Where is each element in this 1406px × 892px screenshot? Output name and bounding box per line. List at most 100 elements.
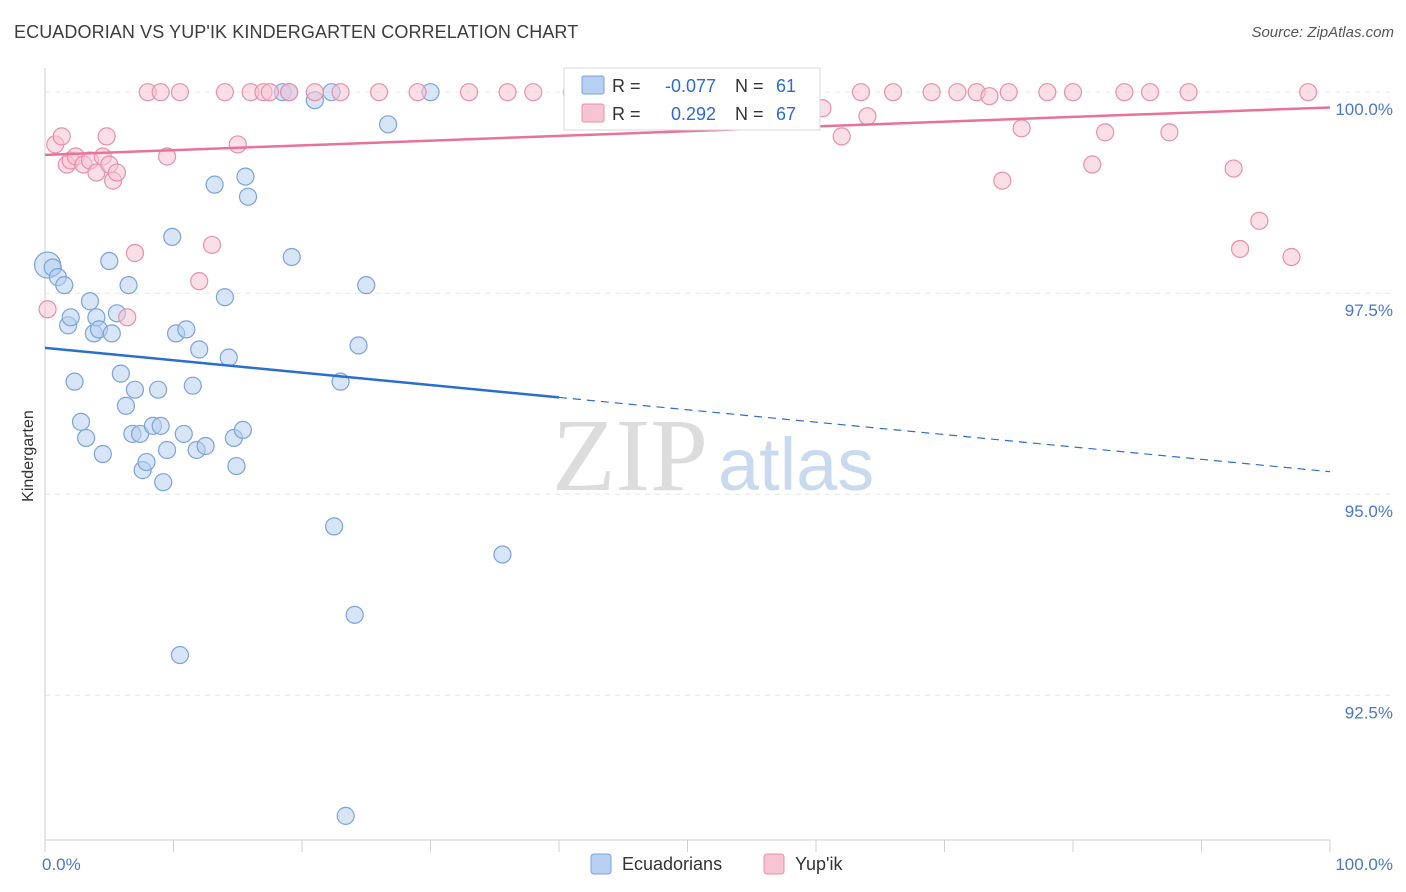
legend-n-value-2: 67 — [776, 104, 796, 124]
ecuadorians-point-54 — [336, 806, 355, 825]
y-tick-label-2: 97.5% — [1345, 301, 1393, 320]
ecuadorians-point-49 — [282, 247, 301, 267]
yupik-point-51 — [993, 171, 1012, 190]
series-legend: Ecuadorians Yup'ik — [590, 853, 843, 875]
yupik-point-29 — [331, 83, 350, 102]
yupik-point-46 — [883, 83, 903, 102]
ecuadorians-point-21 — [125, 380, 145, 399]
y-axis-label: Kindergarten — [20, 410, 37, 502]
yupik-point-34 — [524, 83, 543, 102]
legend-n-label-1: N = — [735, 76, 764, 96]
yupik-point-10 — [97, 127, 116, 146]
ecuadorians-point-24 — [137, 452, 156, 472]
ecuadorians-point-56 — [349, 336, 368, 355]
ecuadorians-point-27 — [151, 416, 170, 435]
ecuadorians-point-44 — [233, 420, 252, 439]
yupik-point-58 — [1115, 83, 1134, 102]
yupik-point-65 — [1282, 247, 1301, 267]
yupik-point-28 — [305, 83, 324, 102]
ecuadorians-point-3 — [55, 276, 74, 295]
ecuadorians-point-9 — [80, 292, 100, 311]
yupik-point-47 — [922, 83, 941, 102]
ecuadorians-point-30 — [163, 227, 182, 247]
yupik-point-60 — [1160, 123, 1179, 142]
yupik-point-8 — [87, 163, 106, 182]
trend-lines — [44, 106, 1331, 473]
legend-swatch-yupik — [581, 103, 605, 123]
yupik-point-18 — [157, 147, 177, 166]
ecuadorians-point-58 — [378, 115, 398, 134]
ecuadorians-point-39 — [205, 175, 224, 194]
yupik-point-57 — [1096, 123, 1115, 142]
yupik-point-17 — [151, 83, 170, 102]
yupik-point-66 — [1299, 83, 1318, 102]
yupik-point-22 — [215, 83, 234, 102]
legend-r-value-2: 0.292 — [671, 104, 716, 124]
y-tick-label-1: 95.0% — [1345, 502, 1393, 521]
ecuadorians-point-29 — [157, 440, 177, 460]
legend-r-label-2: R = — [612, 104, 641, 124]
ecuadorians-point-34 — [177, 320, 196, 339]
series-label-yupik: Yup'ik — [795, 854, 843, 874]
yupik-point-19 — [170, 83, 190, 102]
yupik-point-14 — [118, 308, 137, 327]
legend-swatch-ecuadorians — [581, 75, 605, 95]
ecuadorians-point-8 — [77, 428, 96, 448]
ecuadorians-point-52 — [325, 517, 344, 536]
yupik-point-33 — [498, 83, 517, 102]
ecuadorians-point-33 — [174, 424, 193, 444]
ecuadorians-point-46 — [238, 187, 258, 206]
y-tick-labels: 92.5% 95.0% 97.5% 100.0% — [1335, 100, 1393, 722]
yupik-point-50 — [980, 87, 999, 106]
yupik-point-48 — [948, 83, 967, 102]
yupik-trend-line — [44, 106, 1331, 157]
yupik-point-56 — [1083, 155, 1102, 174]
correlation-legend: R = -0.077 N = 61 R = 0.292 N = 67 — [563, 67, 821, 131]
ecuadorians-point-15 — [102, 324, 121, 343]
yupik-point-45 — [858, 107, 877, 126]
yupik-point-55 — [1063, 83, 1083, 102]
yupik-point-30 — [370, 83, 389, 102]
ecuadorians-point-7 — [71, 412, 91, 431]
yupik-point-43 — [832, 127, 851, 146]
yupik-point-59 — [1140, 83, 1160, 102]
legend-n-label-2: N = — [735, 104, 764, 124]
ecuadorians-point-41 — [219, 348, 238, 367]
x-tick-labels: 0.0% 100.0% — [42, 855, 1393, 874]
y-tick-label-3: 100.0% — [1335, 100, 1393, 119]
watermark: ZIP atlas — [552, 398, 874, 513]
ecuadorians-points — [33, 83, 512, 825]
ecuadorians-trend-line — [44, 346, 560, 399]
chart-source: Source: ZipAtlas.com — [1251, 24, 1394, 41]
ecuadorians-point-13 — [93, 444, 112, 464]
yupik-point-63 — [1230, 239, 1250, 259]
x-tick-label-0: 0.0% — [42, 855, 81, 874]
yupik-point-54 — [1038, 83, 1057, 102]
yupik-point-61 — [1179, 83, 1198, 102]
ecuadorians-point-32 — [170, 645, 190, 665]
yupik-point-62 — [1224, 159, 1243, 178]
y-tick-label-0: 92.5% — [1345, 703, 1393, 722]
series-swatch-ecuadorians — [590, 853, 612, 875]
yupik-point-23 — [228, 135, 247, 154]
ecuadorians-point-22 — [130, 424, 150, 444]
yupik-point-2 — [52, 127, 71, 146]
ecuadorians-point-45 — [236, 167, 255, 186]
legend-n-value-1: 61 — [776, 76, 796, 96]
ecuadorians-point-14 — [100, 251, 119, 271]
yupik-point-21 — [202, 235, 222, 255]
chart-title: ECUADORIAN VS YUP'IK KINDERGARTEN CORREL… — [14, 22, 579, 42]
ecuadorians-point-5 — [61, 308, 80, 327]
ecuadorians-point-6 — [65, 372, 84, 391]
yupik-point-26 — [260, 83, 279, 102]
series-label-ecuadorians: Ecuadorians — [622, 854, 722, 874]
yupik-point-15 — [125, 243, 145, 263]
ecuadorians-point-60 — [493, 545, 512, 564]
ecuadorians-point-26 — [148, 380, 168, 399]
ecuadorians-point-55 — [345, 605, 364, 624]
series-swatch-yupik — [763, 853, 785, 875]
yupik-point-27 — [280, 83, 299, 102]
yupik-point-0 — [38, 300, 57, 319]
yupik-point-64 — [1250, 211, 1269, 230]
